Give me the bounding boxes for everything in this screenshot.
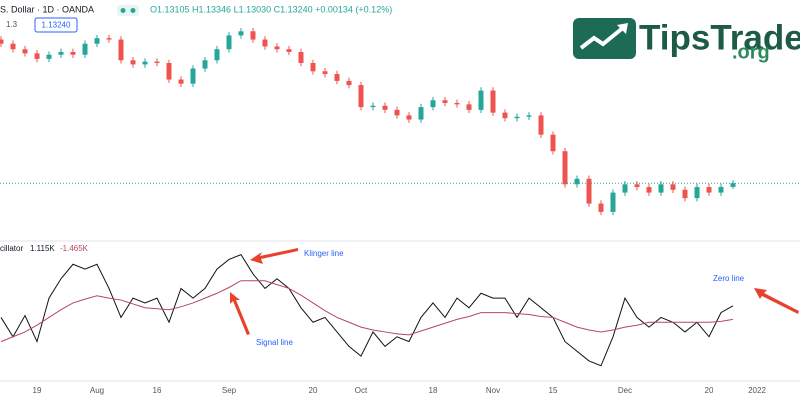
logo-arrowhead: [617, 23, 628, 34]
candle-body: [22, 49, 28, 54]
candle-body: [550, 134, 556, 152]
candle-body: [430, 100, 436, 108]
candle-body: [622, 184, 628, 193]
candle-body: [454, 102, 460, 105]
candle-body: [562, 151, 568, 185]
annotation: Signal line: [256, 338, 293, 347]
eye-icon: [130, 8, 136, 13]
arrow: [230, 292, 250, 335]
candle-body: [106, 38, 112, 40]
candle-body: [682, 189, 688, 199]
x-tick-label: 15: [549, 386, 558, 395]
candle-body: [130, 60, 136, 65]
logo-suffix: .org: [732, 41, 770, 63]
candle-body: [658, 184, 664, 193]
logo-name: TipsTrade: [639, 18, 800, 57]
candle-body: [334, 74, 340, 81]
candle-body: [70, 51, 76, 55]
annotation: Zero line: [713, 274, 745, 283]
candle-body: [706, 187, 712, 193]
x-tick-label: 20: [309, 386, 318, 395]
candle-body: [322, 71, 328, 75]
visibility-toggles[interactable]: [117, 5, 139, 16]
x-tick-label: Aug: [90, 386, 104, 395]
indicator-title: cillator: [0, 244, 23, 253]
candle-body: [418, 107, 424, 120]
x-tick-label: 19: [33, 386, 42, 395]
candle-body: [466, 104, 472, 110]
candle-body: [310, 63, 316, 72]
candle-body: [238, 31, 244, 36]
x-tick-label: Dec: [618, 386, 632, 395]
symbol: S. Dollar · 1D · OANDA: [0, 4, 94, 14]
candle-body: [394, 109, 400, 116]
scale-label: 1.3: [6, 20, 18, 29]
candle-body: [370, 105, 376, 108]
candle-body: [346, 80, 352, 86]
candle-body: [142, 61, 148, 65]
candle-body: [718, 186, 724, 193]
candle-body: [574, 178, 580, 185]
signal-value: -1.465K: [60, 244, 89, 253]
candle-body: [502, 112, 508, 119]
x-tick-label: 18: [429, 386, 438, 395]
ohlc: O1.13105 H1.13346 L1.13030 C1.13240 +0.0…: [150, 4, 392, 14]
candle-body: [478, 90, 484, 110]
candle-body: [634, 184, 640, 188]
candle-body: [526, 115, 532, 117]
candle-body: [598, 203, 604, 212]
candle-body: [586, 178, 592, 204]
candle-body: [670, 184, 676, 190]
candle-body: [442, 100, 448, 103]
candle-body: [514, 116, 520, 119]
x-tick-label: Oct: [355, 386, 368, 395]
candle-body: [694, 187, 700, 199]
candle-body: [226, 35, 232, 50]
candle-body: [166, 63, 172, 80]
candle-body: [274, 46, 280, 50]
x-tick-label: Sep: [222, 386, 237, 395]
eye-icon: [120, 8, 126, 13]
candle-body: [0, 39, 4, 44]
candle-body: [250, 31, 256, 40]
candle-body: [358, 85, 364, 108]
candle-body: [58, 51, 64, 55]
candle-body: [286, 49, 292, 52]
candle-body: [154, 61, 160, 64]
x-tick-label: Nov: [486, 386, 500, 395]
candle-body: [94, 38, 100, 44]
candle-body: [46, 54, 52, 59]
candle-body: [262, 39, 268, 47]
klinger-value: 1.115K: [30, 244, 55, 253]
candle-body: [190, 68, 196, 84]
candle-body: [730, 183, 736, 187]
candle-body: [298, 51, 304, 64]
price-badge-box: [34, 17, 78, 33]
arrow: [754, 288, 799, 314]
annotation: Klinger line: [304, 249, 344, 258]
candle-body: [610, 192, 616, 212]
candle-body: [406, 115, 412, 120]
arrows: [230, 248, 799, 335]
candle-body: [178, 79, 184, 84]
series-line: [0, 280, 734, 343]
candle-body: [382, 105, 388, 110]
x-tick-label: 16: [153, 386, 162, 395]
candle-body: [118, 39, 124, 61]
price-badge: 1.13240: [42, 21, 71, 30]
candle-body: [490, 90, 496, 113]
candle-body: [34, 53, 40, 59]
candle-body: [82, 43, 88, 55]
candle-body: [202, 60, 208, 69]
x-tick-label: 2022: [748, 386, 766, 395]
x-tick-label: 20: [705, 386, 714, 395]
candle-body: [214, 49, 220, 61]
candle-body: [646, 187, 652, 193]
candle-body: [538, 115, 544, 135]
series-line: [0, 253, 734, 367]
logo-arrow: [579, 25, 626, 50]
candle-body: [10, 43, 16, 50]
arrow: [250, 248, 298, 264]
